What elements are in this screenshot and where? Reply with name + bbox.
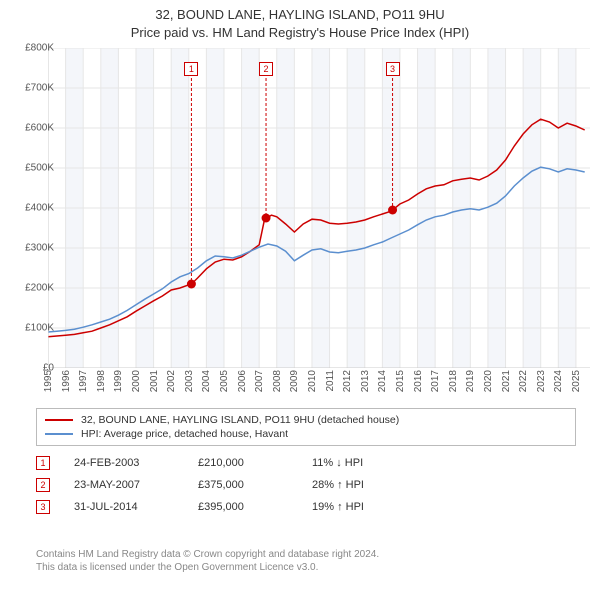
transaction-row: 1 24-FEB-2003 £210,000 11% ↓ HPI: [36, 452, 576, 474]
attrib-line-1: Contains HM Land Registry data © Crown c…: [36, 548, 576, 561]
transaction-diff: 11% ↓ HPI: [312, 457, 402, 469]
x-axis-label: 2012: [342, 370, 353, 392]
x-axis-label: 2016: [413, 370, 424, 392]
x-axis-label: 1998: [96, 370, 107, 392]
x-axis-label: 2000: [131, 370, 142, 392]
legend-label: HPI: Average price, detached house, Hava…: [81, 428, 288, 440]
y-axis-label: £600K: [4, 123, 54, 134]
x-axis-label: 1995: [43, 370, 54, 392]
transaction-marker: 2: [36, 478, 50, 492]
transactions-block: 1 24-FEB-2003 £210,000 11% ↓ HPI 2 23-MAY-200…: [36, 452, 576, 518]
transaction-price: £210,000: [198, 457, 288, 469]
y-axis-label: £100K: [4, 323, 54, 334]
x-axis-label: 2021: [501, 370, 512, 392]
legend-row: HPI: Average price, detached house, Hava…: [45, 427, 567, 441]
x-axis-label: 2013: [360, 370, 371, 392]
legend-swatch: [45, 419, 73, 421]
x-axis-label: 2001: [149, 370, 160, 392]
transaction-row: 3 31-JUL-2014 £395,000 19% ↑ HPI: [36, 496, 576, 518]
title-line-2: Price paid vs. HM Land Registry's House …: [0, 24, 600, 42]
legend-box: 32, BOUND LANE, HAYLING ISLAND, PO11 9HU…: [36, 408, 576, 446]
attrib-line-2: This data is licensed under the Open Gov…: [36, 561, 576, 574]
x-axis-label: 2003: [184, 370, 195, 392]
x-axis-label: 2024: [553, 370, 564, 392]
transaction-date: 24-FEB-2003: [74, 457, 174, 469]
transaction-price: £375,000: [198, 479, 288, 491]
x-axis-label: 1996: [61, 370, 72, 392]
x-axis-label: 2009: [289, 370, 300, 392]
x-axis-label: 2022: [518, 370, 529, 392]
transaction-marker: 1: [36, 456, 50, 470]
x-axis-label: 2002: [166, 370, 177, 392]
y-axis-label: £700K: [4, 83, 54, 94]
chart-svg: [48, 48, 590, 368]
x-axis-label: 1999: [113, 370, 124, 392]
x-axis-label: 2014: [377, 370, 388, 392]
title-line-1: 32, BOUND LANE, HAYLING ISLAND, PO11 9HU: [0, 6, 600, 24]
y-axis-label: £800K: [4, 43, 54, 54]
x-axis-label: 2019: [465, 370, 476, 392]
x-axis-label: 2011: [325, 370, 336, 392]
x-axis-label: 2015: [395, 370, 406, 392]
x-axis-label: 2005: [219, 370, 230, 392]
y-axis-label: £500K: [4, 163, 54, 174]
transaction-price: £395,000: [198, 501, 288, 513]
sale-marker-flag: 3: [386, 62, 400, 76]
x-axis-label: 2007: [254, 370, 265, 392]
x-axis-label: 2017: [430, 370, 441, 392]
attribution-text: Contains HM Land Registry data © Crown c…: [36, 548, 576, 574]
y-axis-label: £200K: [4, 283, 54, 294]
chart-title-block: 32, BOUND LANE, HAYLING ISLAND, PO11 9HU…: [0, 0, 600, 43]
transaction-row: 2 23-MAY-2007 £375,000 28% ↑ HPI: [36, 474, 576, 496]
x-axis-label: 2006: [237, 370, 248, 392]
x-axis-label: 2010: [307, 370, 318, 392]
sale-marker-flag: 1: [184, 62, 198, 76]
y-axis-label: £400K: [4, 203, 54, 214]
transaction-diff: 28% ↑ HPI: [312, 479, 402, 491]
legend-label: 32, BOUND LANE, HAYLING ISLAND, PO11 9HU…: [81, 414, 399, 426]
legend-row: 32, BOUND LANE, HAYLING ISLAND, PO11 9HU…: [45, 413, 567, 427]
transaction-date: 23-MAY-2007: [74, 479, 174, 491]
x-axis-label: 2004: [201, 370, 212, 392]
x-axis-label: 2020: [483, 370, 494, 392]
x-axis-label: 2025: [571, 370, 582, 392]
transaction-date: 31-JUL-2014: [74, 501, 174, 513]
y-axis-label: £300K: [4, 243, 54, 254]
x-axis-label: 1997: [78, 370, 89, 392]
x-axis-label: 2008: [272, 370, 283, 392]
legend-swatch: [45, 433, 73, 435]
chart-plot-area: [48, 48, 590, 368]
transaction-marker: 3: [36, 500, 50, 514]
sale-marker-flag: 2: [259, 62, 273, 76]
x-axis-label: 2018: [448, 370, 459, 392]
x-axis-label: 2023: [536, 370, 547, 392]
transaction-diff: 19% ↑ HPI: [312, 501, 402, 513]
